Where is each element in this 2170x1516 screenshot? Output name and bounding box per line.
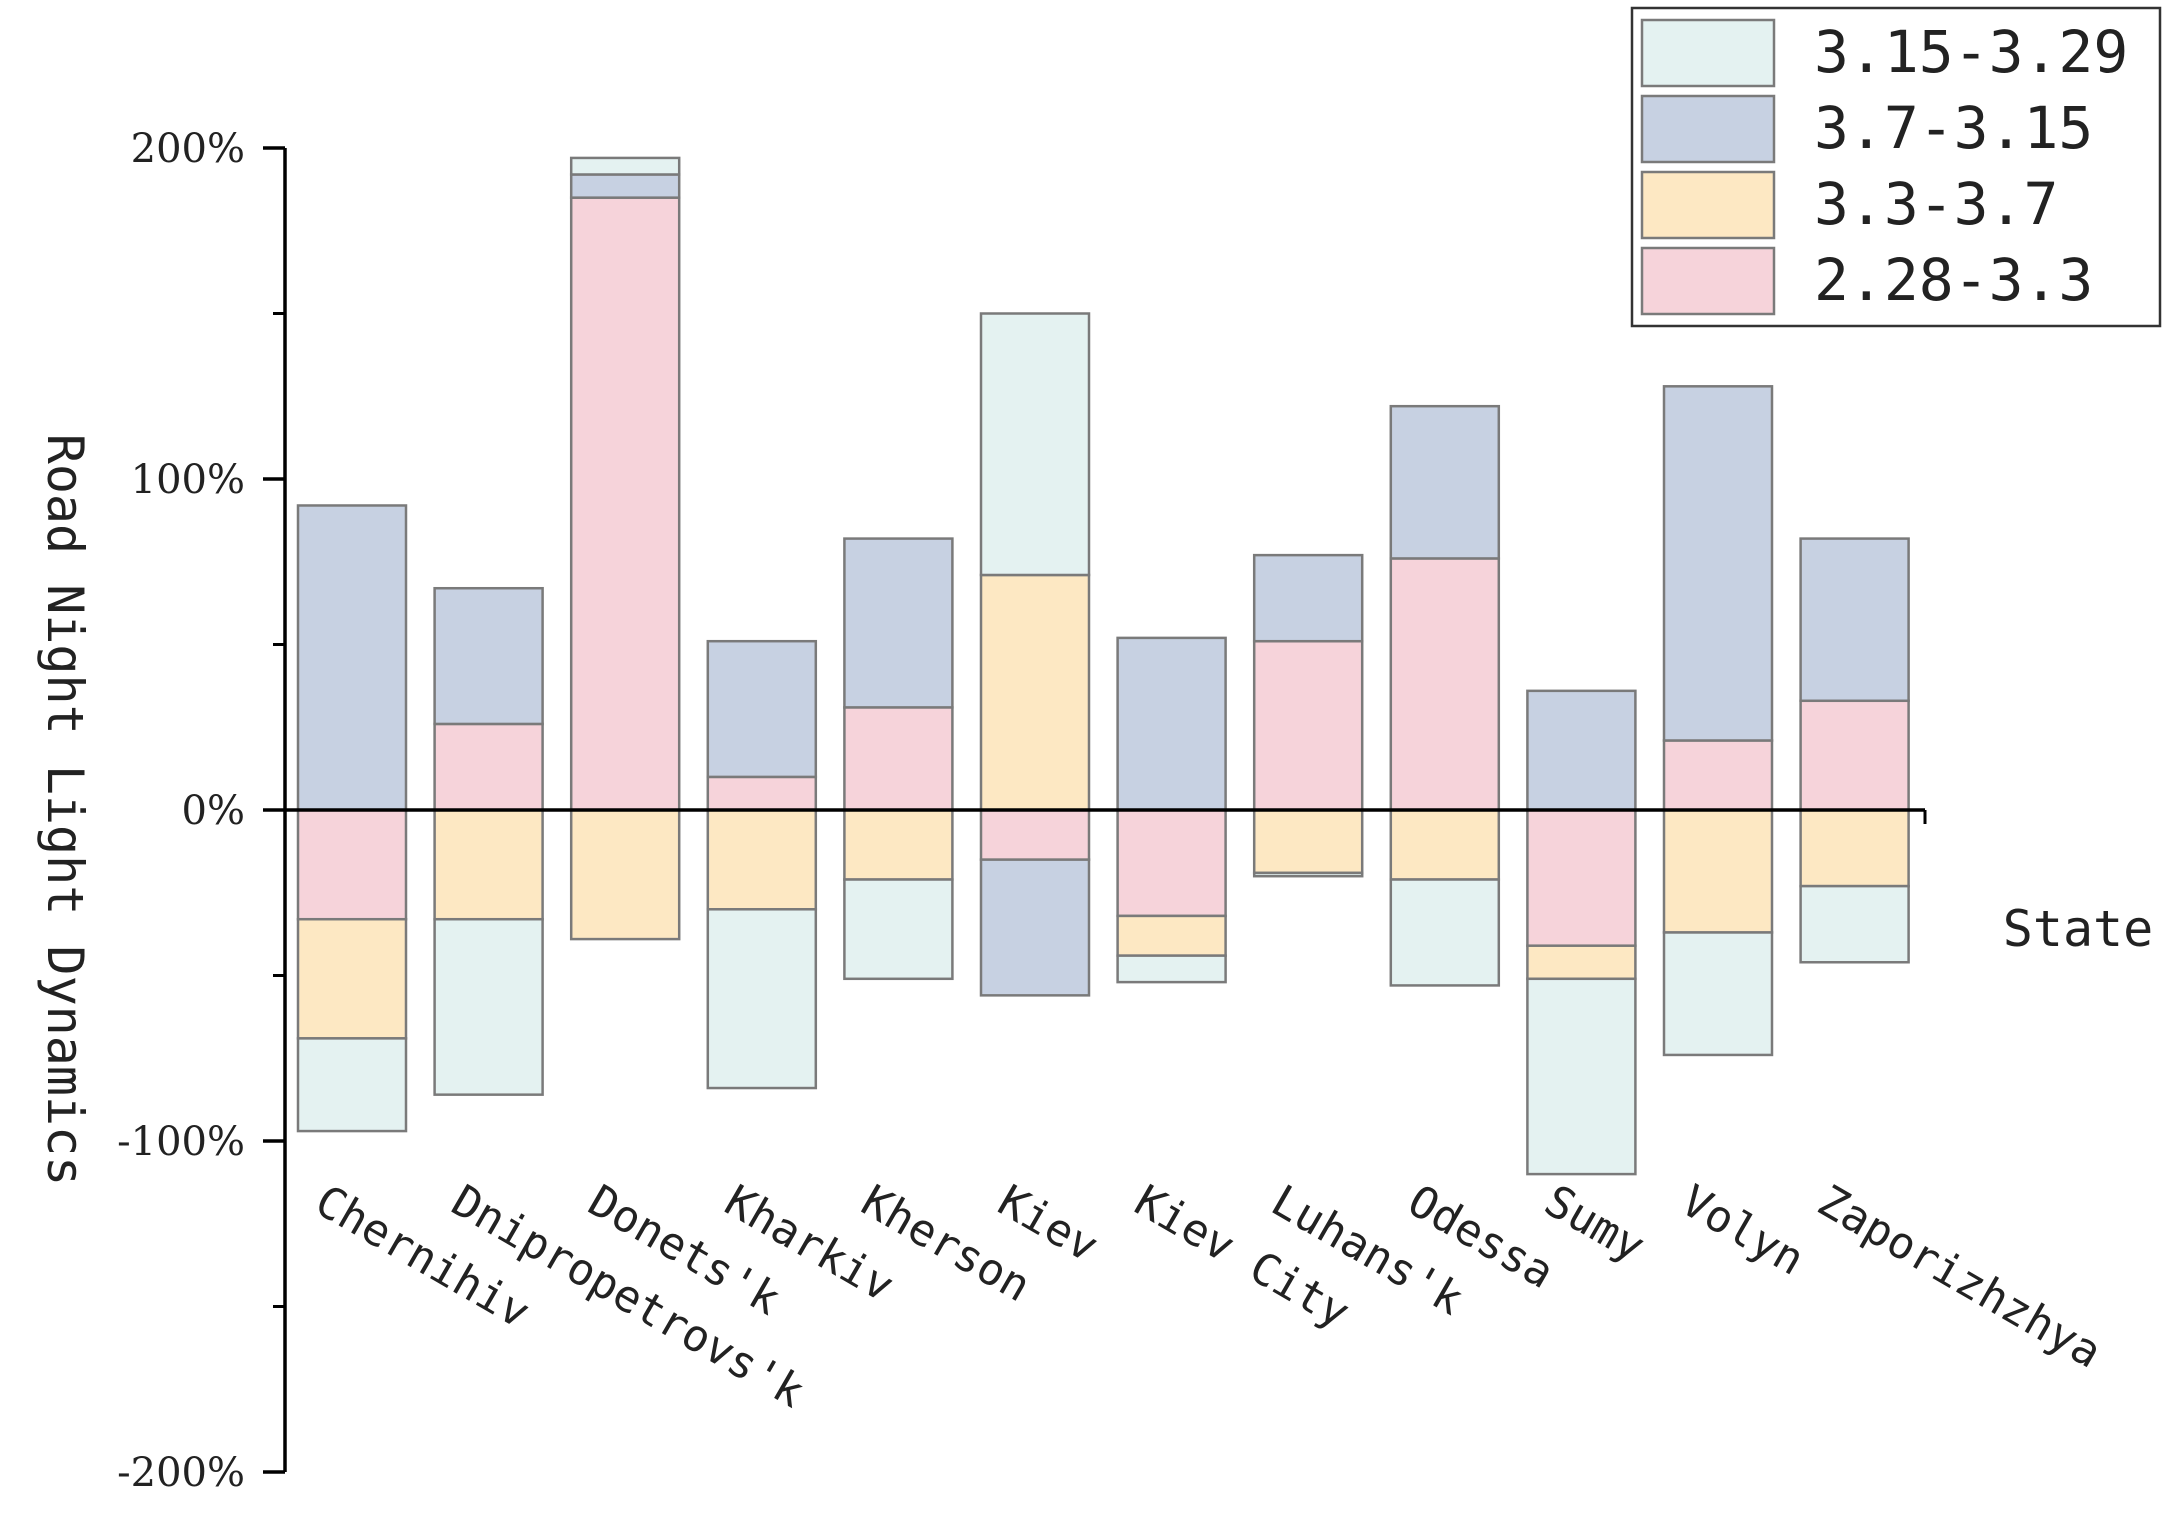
bar-volyn-3-3-3-7 (1662, 808, 1774, 934)
bar-luhans-k-2-28-3-3 (1252, 639, 1364, 812)
legend: 3.15-3.29 3.7-3.15 3.3-3.7 2.28-3.3 (1630, 6, 2162, 328)
bar-luhans-k-3-15-3-29 (1252, 871, 1364, 878)
bars-layer (296, 156, 1910, 1176)
bar-sumy-3-7-3-15 (1526, 689, 1637, 812)
bar-kharkiv-2-28-3-3 (706, 775, 818, 812)
bar-dnipropetrovs-k-3-7-3-15 (433, 586, 544, 726)
bar-donets-k-3-15-3-29 (569, 156, 681, 176)
y-tick-label: 100% (131, 457, 245, 503)
bar-kiev-city-3-3-3-7 (1116, 914, 1227, 957)
bar-chernihiv-3-3-3-7 (296, 917, 408, 1040)
bar-kherson-3-7-3-15 (843, 537, 954, 709)
axes-layer: -200% -100% 0% 100% 200% (117, 126, 1927, 1496)
x-axis-title: State (2003, 900, 2154, 958)
legend-swatch-3-7-3-15 (1640, 94, 1776, 164)
bar-kiev-city-3-15-3-29 (1116, 954, 1227, 984)
bar-zaporizhzhya-2-28-3-3 (1799, 699, 1910, 812)
bar-kiev-city-2-28-3-3 (1116, 808, 1227, 918)
legend-label: 3.3-3.7 (1814, 170, 2058, 238)
bar-kharkiv-3-3-3-7 (706, 808, 818, 911)
legend-label: 2.28-3.3 (1814, 246, 2093, 314)
bar-sumy-2-28-3-3 (1526, 808, 1637, 947)
bar-chernihiv-3-15-3-29 (296, 1037, 408, 1133)
bar-kharkiv-3-15-3-29 (706, 908, 818, 1090)
legend-label: 3.7-3.15 (1814, 94, 2093, 162)
legend-swatch-2-28-3-3 (1640, 246, 1776, 316)
legend-swatch-3-15-3-29 (1640, 18, 1776, 88)
bar-kiev-2-28-3-3 (979, 808, 1091, 861)
legend-label: 3.15-3.29 (1814, 18, 2128, 86)
labels-layer: ChernihivDnipropetrovs'kDonets'kKharkivK… (307, 1175, 2110, 1418)
bar-volyn-3-7-3-15 (1662, 385, 1774, 742)
bar-sumy-3-15-3-29 (1526, 977, 1637, 1176)
bar-kherson-3-15-3-29 (843, 878, 954, 981)
bar-odessa-3-15-3-29 (1389, 878, 1501, 987)
bar-volyn-2-28-3-3 (1662, 739, 1774, 812)
bar-luhans-k-3-7-3-15 (1252, 553, 1364, 643)
y-tick-label: 200% (131, 126, 245, 172)
bar-odessa-3-3-3-7 (1389, 808, 1501, 881)
bar-kiev-3-15-3-29 (979, 312, 1091, 577)
bar-zaporizhzhya-3-3-3-7 (1799, 808, 1910, 888)
y-tick-label: -100% (117, 1119, 245, 1165)
bar-volyn-3-15-3-29 (1662, 931, 1774, 1057)
bar-odessa-2-28-3-3 (1389, 557, 1501, 812)
x-tick-label: Zaporizhzhya (1809, 1175, 2110, 1378)
x-tick-label: Volyn (1673, 1175, 1813, 1285)
bar-zaporizhzhya-3-15-3-29 (1799, 884, 1910, 964)
y-axis-title: Road Night Light Dynamics (36, 434, 94, 1187)
y-tick-label: -200% (117, 1450, 245, 1496)
bar-sumy-3-3-3-7 (1526, 944, 1637, 981)
bar-donets-k-3-7-3-15 (569, 173, 681, 199)
bar-chernihiv-3-7-3-15 (296, 504, 408, 812)
legend-swatch-3-3-3-7 (1640, 170, 1776, 240)
bar-odessa-3-7-3-15 (1389, 404, 1501, 560)
y-tick-label: 0% (182, 788, 245, 834)
bar-dnipropetrovs-k-3-3-3-7 (433, 808, 544, 921)
bar-luhans-k-3-3-3-7 (1252, 808, 1364, 875)
bar-dnipropetrovs-k-2-28-3-3 (433, 722, 544, 812)
bar-donets-k-3-3-3-7 (569, 808, 681, 941)
bar-donets-k-2-28-3-3 (569, 196, 681, 812)
bar-kherson-2-28-3-3 (843, 706, 954, 812)
bar-kiev-3-3-3-7 (979, 573, 1091, 812)
bar-kiev-city-3-7-3-15 (1116, 636, 1227, 812)
bar-kiev-3-7-3-15 (979, 858, 1091, 997)
bar-kherson-3-3-3-7 (843, 808, 954, 881)
bar-zaporizhzhya-3-7-3-15 (1799, 537, 1910, 703)
bar-kharkiv-3-7-3-15 (706, 639, 818, 779)
bar-chernihiv-2-28-3-3 (296, 808, 408, 921)
bar-dnipropetrovs-k-3-15-3-29 (433, 917, 544, 1096)
